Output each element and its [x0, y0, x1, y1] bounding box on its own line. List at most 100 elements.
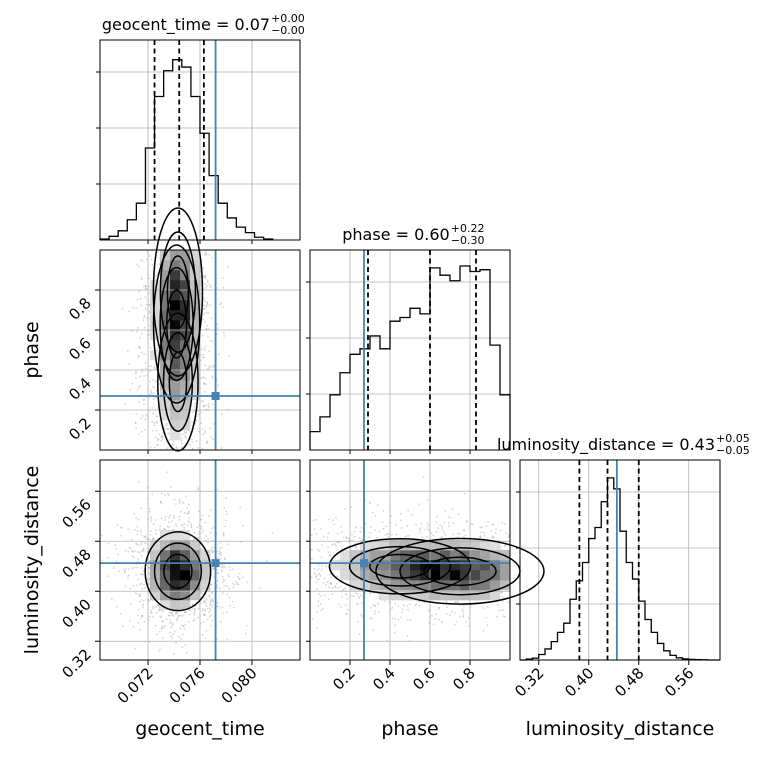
scatter-point [314, 576, 317, 578]
scatter-point [101, 559, 104, 562]
scatter-point [207, 335, 210, 338]
scatter-point [140, 555, 143, 557]
y-tick-label-phase-2: 0.6 [65, 334, 95, 364]
scatter-point [182, 624, 185, 627]
density-bin [170, 400, 181, 411]
scatter-point [424, 528, 427, 531]
panel-frame-hist-luminosity-distance [519, 459, 721, 661]
scatter-point [133, 556, 135, 559]
density-bin [160, 310, 171, 321]
density-bin [180, 310, 191, 321]
scatter-point [227, 543, 230, 546]
scatter-point [224, 557, 227, 560]
scatter-point [148, 641, 151, 644]
density-bin [180, 560, 191, 571]
scatter-point [228, 575, 230, 578]
scatter-point [161, 436, 164, 439]
scatter-point [202, 376, 205, 378]
scatter-point [149, 446, 152, 449]
scatter-point [127, 575, 129, 578]
scatter-point [149, 370, 152, 373]
scatter-point [209, 339, 212, 342]
scatter-point [204, 432, 206, 434]
title-phase-plus: +0.22 [451, 222, 485, 235]
scatter-point [331, 587, 334, 589]
scatter-point [172, 610, 174, 613]
x-tick-label-luminosity-distance-0: 0.32 [511, 664, 547, 700]
scatter-point [140, 304, 143, 307]
scatter-point [146, 374, 149, 377]
scatter-point [193, 607, 196, 610]
scatter-point [197, 607, 200, 610]
density-bin [470, 540, 481, 551]
scatter-point [320, 544, 323, 546]
y-tick-label-luminosity-distance-2: 0.48 [58, 545, 94, 581]
density-bin [480, 550, 491, 561]
scatter-point [197, 536, 200, 539]
density-bin [170, 420, 181, 431]
scatter-point [505, 532, 507, 535]
scatter-point [428, 610, 430, 612]
scatter-point [507, 535, 510, 538]
scatter-point [143, 620, 146, 623]
scatter-point [204, 274, 207, 277]
scatter-point [175, 611, 177, 614]
scatter-point [344, 587, 347, 590]
scatter-point [220, 447, 223, 449]
scatter-point [179, 627, 182, 630]
scatter-point [462, 615, 464, 617]
scatter-point [138, 336, 141, 339]
scatter-point [161, 437, 164, 440]
scatter-point [435, 521, 438, 523]
scatter-point [229, 604, 231, 607]
scatter-point [138, 600, 141, 603]
scatter-point [200, 400, 203, 403]
density-bin [160, 600, 171, 611]
density-bin [180, 330, 191, 341]
scatter-point [203, 614, 206, 616]
scatter-point [210, 256, 213, 259]
density-bin [400, 570, 411, 581]
scatter-point [463, 529, 465, 532]
density-bin [390, 570, 401, 581]
density-bin [350, 550, 361, 561]
scatter-point [408, 535, 410, 537]
scatter-point [441, 525, 444, 528]
density-bin [420, 560, 431, 571]
scatter-point [138, 290, 141, 293]
scatter-point [162, 626, 165, 629]
scatter-point [374, 529, 377, 531]
scatter-point [354, 542, 357, 545]
density-bin [430, 580, 441, 591]
density-bin [180, 290, 191, 301]
scatter-point [211, 377, 214, 379]
scatter-point [197, 487, 200, 489]
scatter-point [221, 565, 224, 568]
scatter-point [327, 598, 330, 601]
title-phase: phase = 0.60 [342, 225, 449, 244]
scatter-point [462, 612, 465, 615]
scatter-point [419, 527, 422, 529]
scatter-point [228, 566, 231, 569]
scatter-point [203, 307, 206, 310]
scatter-point [421, 536, 423, 539]
scatter-point [143, 353, 146, 355]
scatter-point [205, 629, 208, 632]
scatter-point [364, 522, 367, 525]
scatter-point [164, 519, 166, 521]
scatter-point [203, 297, 206, 300]
scatter-point [160, 492, 163, 495]
scatter-point [374, 605, 377, 608]
scatter-point [339, 606, 342, 608]
x-tick-label-phase-1: 0.4 [369, 664, 399, 694]
scatter-point [107, 575, 110, 578]
scatter-point [136, 330, 139, 333]
scatter-point [131, 382, 134, 385]
scatter-point [205, 304, 208, 307]
density-bin [470, 590, 481, 601]
scatter-point [342, 588, 345, 591]
scatter-point [310, 534, 313, 537]
scatter-point [198, 533, 201, 535]
density-bin [180, 380, 191, 391]
scatter-point [314, 573, 316, 575]
